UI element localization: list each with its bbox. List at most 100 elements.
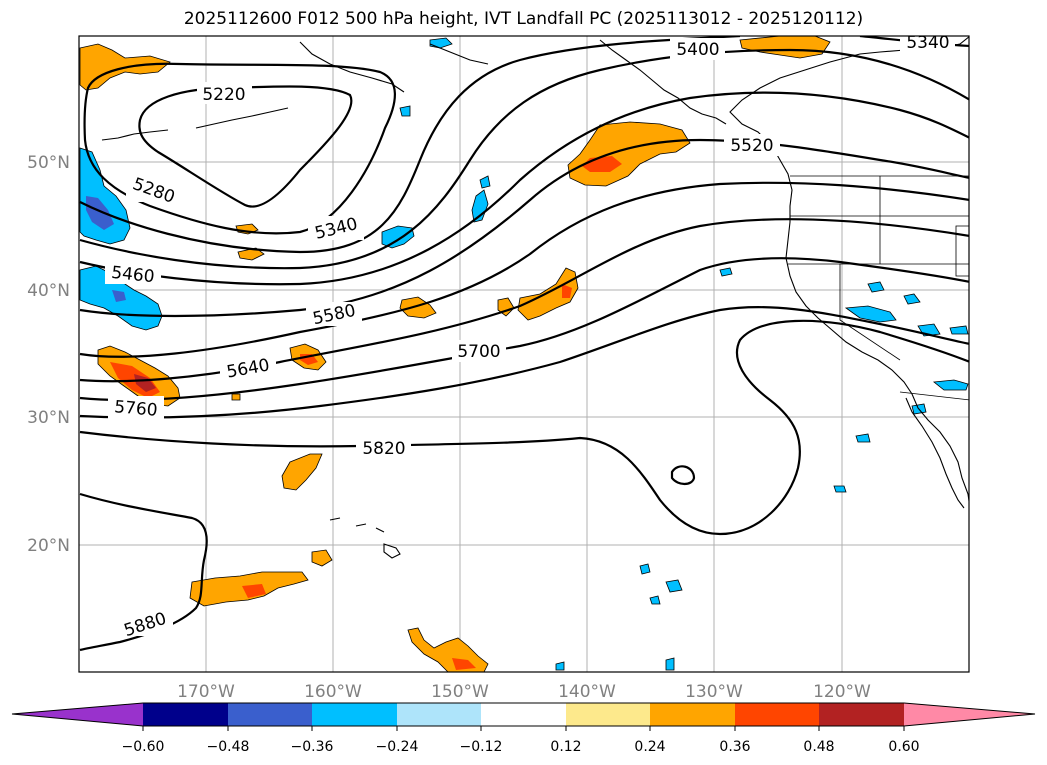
ivt-region-streak bbox=[517, 267, 579, 321]
hawaii-islands bbox=[329, 517, 401, 559]
baja-california bbox=[905, 397, 965, 509]
ivt-region-streak-core bbox=[562, 284, 572, 298]
cook-inlet-area bbox=[429, 43, 489, 65]
ivt-neg-west-upper-core bbox=[86, 196, 114, 230]
aleutian-chain-mid bbox=[195, 107, 289, 129]
map-area bbox=[79, 36, 969, 672]
ivt-region-small-4 bbox=[231, 393, 241, 401]
contour-5580 bbox=[79, 181, 969, 358]
contour-5460 bbox=[79, 91, 969, 286]
colorbar: −0.60 −0.48 −0.36 −0.24 −0.12 0.12 0.24 … bbox=[11, 702, 1036, 755]
contour-5400 bbox=[79, 48, 969, 270]
colorbar-tick-label: −0.12 bbox=[460, 739, 503, 755]
lat-label: 30°N bbox=[27, 408, 70, 428]
nevada-line bbox=[839, 264, 901, 361]
contour-label: 5520 bbox=[730, 136, 773, 156]
colorbar-bin bbox=[819, 703, 904, 726]
ivt-neg-coast-5 bbox=[949, 325, 969, 335]
contour-label: 5700 bbox=[457, 342, 500, 362]
contour-5760 bbox=[79, 306, 969, 419]
colorbar-tick-label: 0.60 bbox=[888, 739, 919, 755]
ivt-neg-south-5 bbox=[555, 661, 565, 671]
contour-5880 bbox=[79, 492, 208, 652]
colorbar-bin bbox=[312, 703, 397, 726]
ivt-neg-coast-9 bbox=[833, 485, 847, 493]
colorbar-tick-label: 0.36 bbox=[719, 739, 750, 755]
lon-label: 150°W bbox=[431, 682, 489, 702]
ivt-neg-south-1 bbox=[665, 579, 683, 593]
contour-label-backgrounds bbox=[105, 36, 955, 636]
map-title: 2025112600 F012 500 hPa height, IVT Land… bbox=[183, 9, 864, 29]
ivt-neg-south-3 bbox=[649, 595, 661, 605]
ivt-neg-south-2 bbox=[639, 563, 651, 575]
ivt-region-hawaii-north bbox=[281, 453, 323, 491]
ivt-neg-small-1 bbox=[399, 105, 411, 117]
ivt-neg-coast-3 bbox=[903, 293, 921, 305]
ivt-region-south-band-core bbox=[242, 584, 266, 598]
ivt-neg-coast-1 bbox=[844, 305, 897, 323]
colorbar-tick-label: 0.12 bbox=[550, 739, 581, 755]
ivt-region-south-band-small bbox=[311, 549, 333, 567]
contour-5520 bbox=[79, 138, 969, 318]
lon-label: 130°W bbox=[685, 682, 743, 702]
colorbar-bin bbox=[566, 703, 650, 726]
colorbar-tick-label: −0.24 bbox=[376, 739, 419, 755]
negative-ivt-regions bbox=[79, 37, 969, 671]
ivt-neg-coast-8 bbox=[855, 433, 871, 443]
colorbar-bin bbox=[397, 703, 481, 726]
contour-label: 5760 bbox=[113, 397, 158, 421]
ivt-neg-south-4 bbox=[665, 657, 675, 671]
colorbar-max-extend bbox=[904, 703, 1035, 726]
contour-label: 5460 bbox=[110, 263, 155, 287]
colorbar-ticks bbox=[142, 726, 905, 731]
map-frame bbox=[78, 35, 970, 673]
ivt-neg-mid bbox=[381, 225, 415, 249]
colorbar-bin bbox=[228, 703, 312, 726]
colorbar-tick-label: 0.48 bbox=[803, 739, 834, 755]
north-america-west-coast bbox=[729, 36, 969, 505]
aleutian-chain-west bbox=[101, 129, 169, 141]
colorbar-tick-label: −0.60 bbox=[122, 739, 165, 755]
borders bbox=[788, 175, 969, 401]
contour-5700 bbox=[79, 257, 969, 402]
contour-small-closed bbox=[670, 465, 696, 486]
ivt-neg-small-3 bbox=[479, 175, 491, 189]
longitude-labels: 170°W 160°W 150°W 140°W 130°W 120°W bbox=[177, 682, 871, 702]
lon-label: 170°W bbox=[177, 682, 235, 702]
colorbar-bin bbox=[143, 703, 228, 726]
lon-label: 140°W bbox=[558, 682, 616, 702]
contour-label: 5340 bbox=[906, 33, 949, 53]
lat-label: 50°N bbox=[27, 153, 70, 173]
lon-label: 160°W bbox=[304, 682, 362, 702]
colorbar-tick-label: 0.24 bbox=[634, 739, 665, 755]
lat-label: 40°N bbox=[27, 281, 70, 301]
colorbar-bin bbox=[650, 703, 735, 726]
contour-label: 5220 bbox=[202, 85, 245, 105]
lat-label: 20°N bbox=[27, 536, 70, 556]
ivt-neg-coast-6 bbox=[932, 379, 969, 391]
gridlines bbox=[79, 36, 969, 672]
contour-5340-upper bbox=[79, 36, 741, 254]
ivt-region-subtropical-west-peak bbox=[134, 374, 156, 392]
coastlines bbox=[101, 36, 969, 559]
mexico-border bbox=[899, 391, 969, 401]
ivt-neg-top bbox=[429, 37, 453, 49]
ivt-neg-west-lower-core bbox=[112, 290, 126, 302]
ivt-neg-coast-10 bbox=[719, 267, 733, 277]
contour-label: 5400 bbox=[676, 40, 719, 60]
colorbar-tick-label: −0.36 bbox=[291, 739, 334, 755]
latitude-labels: 50°N 40°N 30°N 20°N bbox=[27, 153, 70, 556]
ivt-neg-coast-2 bbox=[867, 281, 885, 293]
colorbar-bin bbox=[481, 703, 566, 726]
contour-5280 bbox=[83, 62, 396, 235]
alaska-panhandle-islands bbox=[599, 39, 727, 125]
colorbar-min-extend bbox=[12, 703, 143, 726]
ivt-neg-small-2 bbox=[471, 189, 489, 223]
rectangle-ut bbox=[955, 225, 969, 277]
ivt-region-south-bottom-core bbox=[452, 658, 476, 670]
contour-label: 5820 bbox=[362, 439, 405, 459]
colorbar-tick-label: −0.48 bbox=[207, 739, 250, 755]
contour-5640 bbox=[79, 218, 969, 383]
colorbar-bin bbox=[735, 703, 819, 726]
